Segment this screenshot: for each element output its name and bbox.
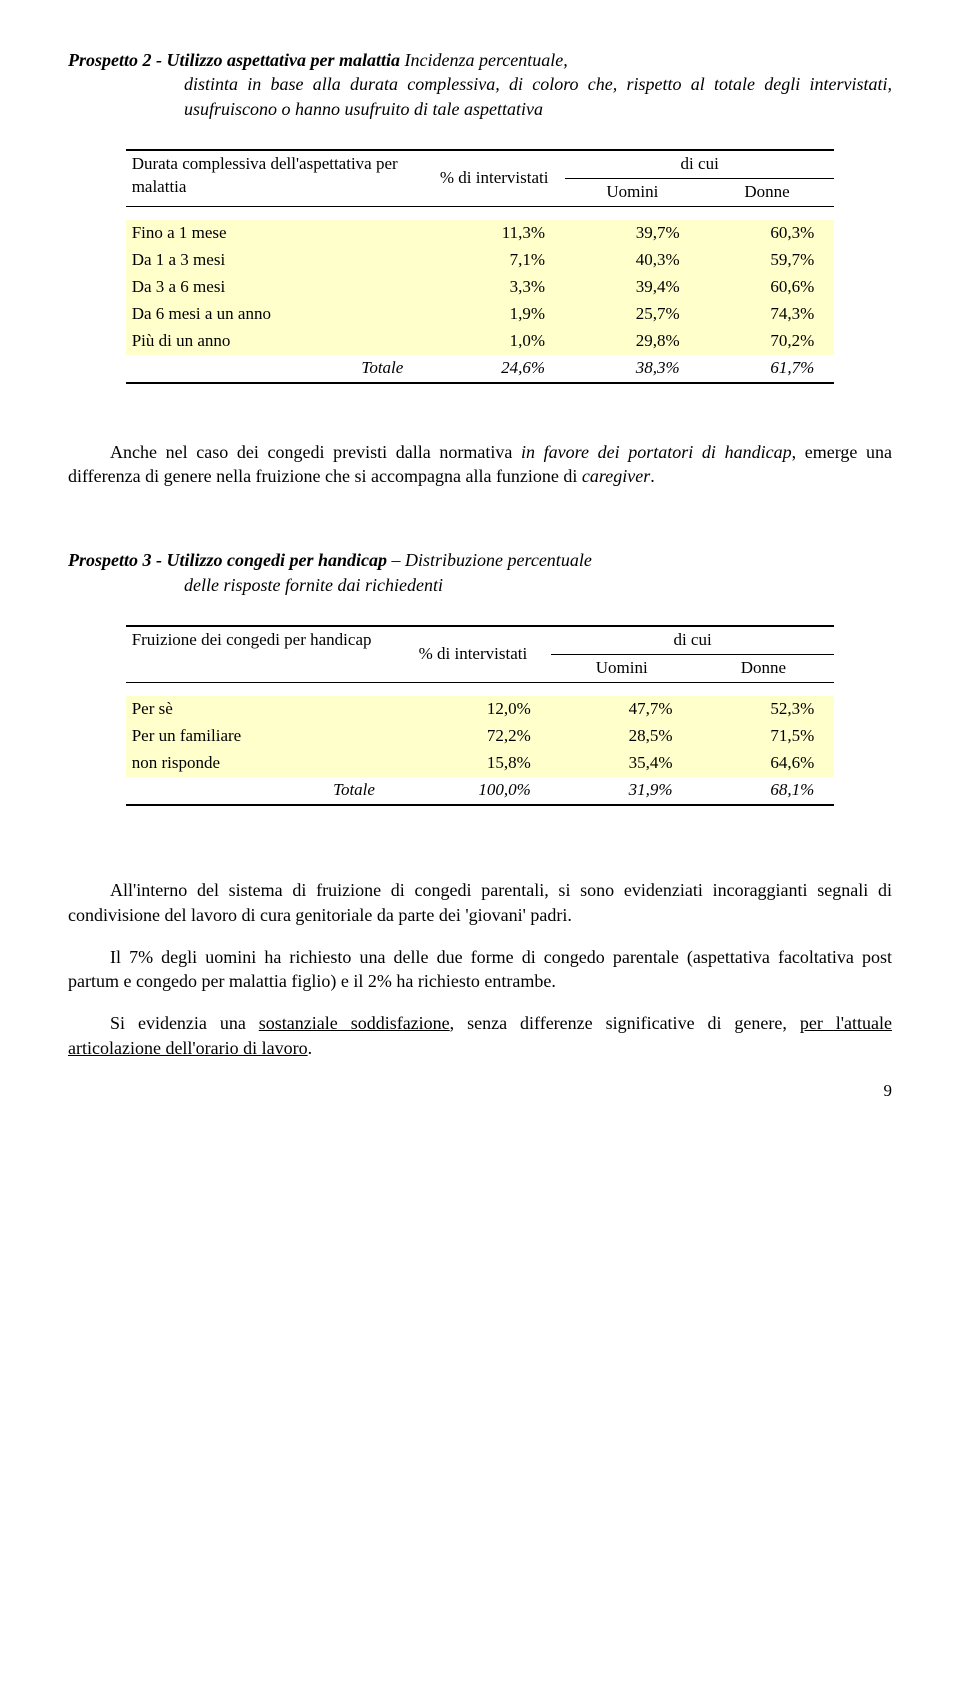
table-row: Fino a 1 mese 11,3% 39,7% 60,3% — [126, 220, 835, 247]
prospect2-title-rest2: distinta in base alla durata complessiva… — [68, 72, 892, 121]
t3-header-mid: % di intervistati — [395, 626, 551, 682]
prospect3-title-rest2: delle risposte fornite dai richiedenti — [68, 573, 892, 597]
page-number: 9 — [68, 1080, 892, 1103]
table-row: non risponde 15,8% 35,4% 64,6% — [126, 750, 835, 777]
prospect3-title-lead: Prospetto 3 - Utilizzo congedi per handi… — [68, 550, 387, 570]
t3-header-sub2: Donne — [693, 655, 835, 683]
prospect3-title: Prospetto 3 - Utilizzo congedi per handi… — [68, 548, 892, 597]
prospect2-table: Durata complessiva dell'aspettativa per … — [126, 149, 835, 384]
prospect3-title-rest1: – Distribuzione percentuale — [387, 550, 592, 570]
table-row: Da 3 a 6 mesi 3,3% 39,4% 60,6% — [126, 274, 835, 301]
prospect3-table: Fruizione dei congedi per handicap % di … — [126, 625, 835, 806]
paragraph-2: All'interno del sistema di fruizione di … — [68, 878, 892, 927]
table-row: Più di un anno 1,0% 29,8% 70,2% — [126, 328, 835, 355]
paragraph-1: Anche nel caso dei congedi previsti dall… — [68, 440, 892, 489]
t2-header-left: Durata complessiva dell'aspettativa per … — [126, 150, 424, 206]
t3-header-sub1: Uomini — [551, 655, 693, 683]
paragraph-3: Il 7% degli uomini ha richiesto una dell… — [68, 945, 892, 994]
paragraph-4: Si evidenzia una sostanziale soddisfazio… — [68, 1011, 892, 1060]
prospect2-title-rest1: Incidenza percentuale, — [400, 50, 568, 70]
table-row: Da 6 mesi a un anno 1,9% 25,7% 74,3% — [126, 301, 835, 328]
t3-header-group: di cui — [551, 626, 834, 654]
table-total-row: Totale 24,6% 38,3% 61,7% — [126, 355, 835, 383]
table-row: Da 1 a 3 mesi 7,1% 40,3% 59,7% — [126, 247, 835, 274]
table-row: Per un familiare 72,2% 28,5% 71,5% — [126, 723, 835, 750]
t2-header-group: di cui — [565, 150, 834, 178]
t3-header-left: Fruizione dei congedi per handicap — [126, 626, 395, 682]
table-total-row: Totale 100,0% 31,9% 68,1% — [126, 777, 835, 805]
t2-header-mid: % di intervistati — [423, 150, 565, 206]
prospect2-title: Prospetto 2 - Utilizzo aspettativa per m… — [68, 48, 892, 121]
table-row: Per sè 12,0% 47,7% 52,3% — [126, 696, 835, 723]
prospect2-title-lead: Prospetto 2 - Utilizzo aspettativa per m… — [68, 50, 400, 70]
t2-header-sub1: Uomini — [565, 178, 700, 206]
t2-header-sub2: Donne — [700, 178, 835, 206]
